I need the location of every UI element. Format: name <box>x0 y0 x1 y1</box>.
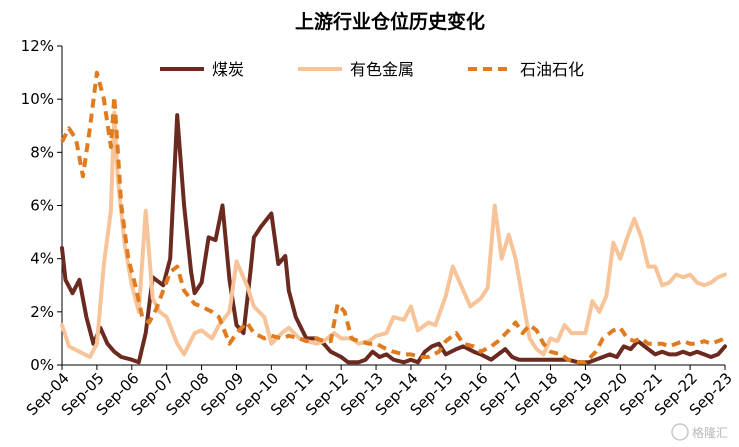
legend-label: 煤炭 <box>212 60 244 79</box>
legend-item-1: 有色金属 <box>298 60 414 79</box>
legend-item-0: 煤炭 <box>160 60 244 79</box>
x-axis: Sep-04Sep-05Sep-06Sep-07Sep-08Sep-09Sep-… <box>23 364 736 419</box>
series-layer <box>60 70 727 365</box>
y-tick-label: 12% <box>21 37 54 55</box>
legend-item-2: 石油石化 <box>468 60 584 79</box>
series-line-1 <box>60 110 727 359</box>
legend-label: 石油石化 <box>520 60 584 79</box>
y-axis: 0% 2% 4% 6% 8% 10% 12% <box>21 37 63 374</box>
y-tick-label: 8% <box>30 143 54 161</box>
legend: 煤炭 有色金属 石油石化 <box>160 60 584 79</box>
y-tick-label: 10% <box>21 90 54 108</box>
y-tick-label: 6% <box>30 197 54 215</box>
watermark-logo-icon <box>671 423 689 441</box>
watermark-text: 格隆汇 <box>692 425 728 440</box>
y-tick-label: 2% <box>30 303 54 321</box>
watermark: 格隆汇 <box>671 423 728 441</box>
series-line-0 <box>60 113 727 365</box>
y-tick-label: 4% <box>30 250 54 268</box>
legend-label: 有色金属 <box>350 60 414 79</box>
y-tick-label: 0% <box>30 356 54 374</box>
chart-title: 上游行业仓位历史变化 <box>295 10 485 33</box>
series-line-2 <box>60 70 726 365</box>
